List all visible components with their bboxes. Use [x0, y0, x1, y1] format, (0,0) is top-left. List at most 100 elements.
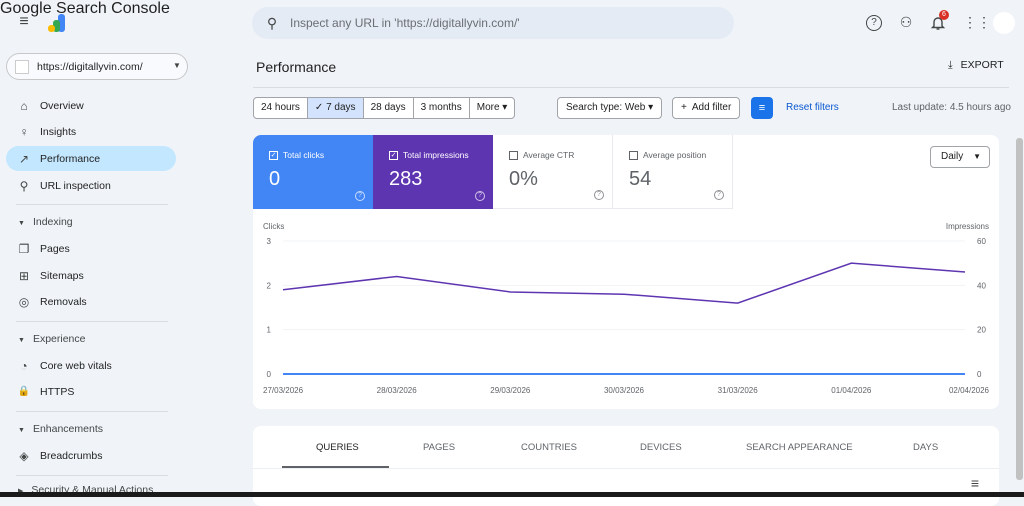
x-tick-label: 31/03/2026 [718, 386, 759, 395]
chevron-down-icon: ▼ [973, 147, 981, 167]
metric-average-position[interactable]: Average position 54 ? [613, 135, 733, 209]
home-icon: ⌂ [16, 99, 32, 113]
sidebar-item-https[interactable]: 🔒HTTPS [6, 379, 176, 404]
search-icon: ⚲ [264, 16, 280, 30]
filter-rows-icon[interactable]: ≡ [967, 476, 983, 490]
lock-icon: 🔒 [16, 385, 32, 399]
tab-queries[interactable]: QUERIES [316, 442, 359, 453]
check-icon: ✓ [315, 102, 326, 113]
tab-pages[interactable]: PAGES [423, 442, 455, 453]
help-icon[interactable]: ? [866, 15, 882, 31]
checkbox-unchecked-icon[interactable] [509, 151, 518, 160]
help-icon[interactable]: ? [475, 191, 485, 201]
range-7-days[interactable]: ✓ 7 days [308, 98, 364, 118]
x-tick-label: 28/03/2026 [377, 386, 418, 395]
lightbulb-icon: ♀ [16, 125, 32, 139]
trending-up-icon: ↗ [16, 152, 32, 166]
manage-users-icon[interactable]: ⚇ [898, 15, 914, 29]
left-tick-label: 2 [267, 281, 272, 290]
export-button[interactable]: ⤓EXPORT [948, 59, 1004, 72]
section-enhancements[interactable]: ▼Enhancements [18, 423, 103, 435]
series-line-impressions [283, 263, 965, 303]
x-tick-label: 29/03/2026 [490, 386, 531, 395]
checkbox-checked-icon[interactable]: ✓ [269, 151, 278, 160]
divider [253, 87, 1009, 88]
sidebar-item-breadcrumbs[interactable]: ◈Breadcrumbs [6, 443, 176, 468]
apps-grid-icon[interactable]: ⋮⋮ [963, 15, 979, 29]
x-tick-label: 02/04/2026 [949, 386, 990, 395]
help-icon[interactable]: ? [355, 191, 365, 201]
url-inspect-search[interactable]: ⚲ [252, 7, 734, 39]
right-tick-label: 0 [977, 370, 982, 379]
layers-icon: ◈ [16, 449, 32, 463]
right-axis-label: Impressions [946, 222, 989, 231]
sidebar-item-performance[interactable]: ↗Performance [6, 146, 176, 171]
checkbox-checked-icon[interactable]: ✓ [389, 151, 398, 160]
app-title: Google Search Console [0, 0, 170, 18]
divider [16, 475, 168, 476]
pages-icon: ❐ [16, 242, 32, 256]
metric-average-ctr[interactable]: Average CTR 0% ? [493, 135, 613, 209]
property-selector[interactable]: https://digitallyvin.com/ ▼ [6, 53, 188, 80]
range-28-days[interactable]: 28 days [364, 98, 414, 118]
tab-search-appearance[interactable]: SEARCH APPEARANCE [746, 442, 853, 453]
sitemap-icon: ⊞ [16, 269, 32, 283]
speedometer-icon: ◔ [16, 359, 32, 373]
scrollbar[interactable] [1016, 138, 1023, 480]
divider [253, 468, 999, 469]
divider [16, 411, 168, 412]
checkbox-unchecked-icon[interactable] [629, 151, 638, 160]
notification-badge: 6 [939, 10, 949, 20]
metric-total-impressions[interactable]: ✓Total impressions 283 ? [373, 135, 493, 209]
x-tick-label: 30/03/2026 [604, 386, 645, 395]
tab-days[interactable]: DAYS [913, 442, 938, 453]
sidebar-item-removals[interactable]: ◎Removals [6, 289, 176, 314]
section-experience[interactable]: ▼Experience [18, 333, 85, 345]
range-more[interactable]: More ▾ [470, 98, 515, 118]
section-indexing[interactable]: ▼Indexing [18, 216, 73, 228]
sidebar-item-core-web-vitals[interactable]: ◔Core web vitals [6, 353, 176, 378]
avatar[interactable] [993, 12, 1015, 34]
range-3-months[interactable]: 3 months [414, 98, 470, 118]
left-tick-label: 1 [267, 326, 272, 335]
sidebar-item-overview[interactable]: ⌂Overview [6, 93, 176, 118]
x-tick-label: 27/03/2026 [263, 386, 304, 395]
sidebar-item-pages[interactable]: ❐Pages [6, 236, 176, 261]
property-label: https://digitallyvin.com/ [37, 61, 143, 73]
download-icon: ⤓ [948, 59, 953, 71]
chevron-down-icon: ▼ [173, 61, 181, 70]
left-tick-label: 3 [267, 237, 272, 246]
search-type-filter[interactable]: Search type: Web ▾ [557, 97, 662, 119]
sidebar-item-insights[interactable]: ♀Insights [6, 119, 176, 144]
right-tick-label: 40 [977, 281, 986, 290]
sidebar-item-sitemaps[interactable]: ⊞Sitemaps [6, 263, 176, 288]
divider [16, 204, 168, 205]
date-range-selector: 24 hours ✓ 7 days 28 days 3 months More … [253, 97, 515, 119]
plus-icon: + [681, 102, 687, 113]
filter-settings-icon[interactable]: ≡ [751, 97, 773, 119]
x-tick-label: 01/04/2026 [831, 386, 872, 395]
tab-countries[interactable]: COUNTRIES [521, 442, 577, 453]
bottom-bar [0, 492, 1024, 497]
eye-off-icon: ◎ [16, 295, 32, 309]
granularity-select[interactable]: Daily▼ [930, 146, 990, 168]
add-filter-button[interactable]: +Add filter [672, 97, 740, 119]
search-icon: ⚲ [16, 179, 32, 193]
url-inspect-input[interactable] [290, 7, 720, 39]
last-update-text: Last update: 4.5 hours ago [892, 102, 1011, 113]
performance-card: ✓Total clicks 0 ? ✓Total impressions 283… [253, 135, 999, 409]
metric-total-clicks[interactable]: ✓Total clicks 0 ? [253, 135, 373, 209]
tab-devices[interactable]: DEVICES [640, 442, 682, 453]
left-axis-label: Clicks [263, 222, 284, 231]
range-24-hours[interactable]: 24 hours [254, 98, 308, 118]
sidebar-item-url-inspection[interactable]: ⚲URL inspection [6, 173, 176, 198]
help-icon[interactable]: ? [594, 190, 604, 200]
help-icon[interactable]: ? [714, 190, 724, 200]
left-tick-label: 0 [267, 370, 272, 379]
reset-filters-link[interactable]: Reset filters [786, 102, 839, 113]
page-title: Performance [256, 59, 336, 75]
divider [16, 321, 168, 322]
right-tick-label: 20 [977, 326, 986, 335]
property-favicon [15, 60, 29, 74]
